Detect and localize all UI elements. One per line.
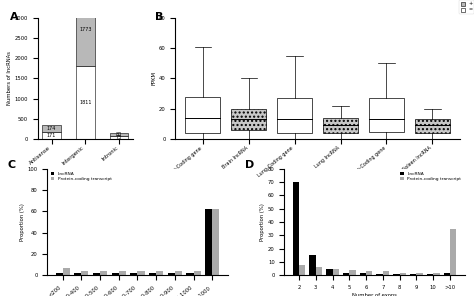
Bar [42, 132, 61, 139]
Bar [366, 271, 373, 275]
Bar [149, 273, 156, 275]
Bar [343, 273, 349, 275]
Bar [277, 98, 312, 133]
Bar [119, 271, 126, 275]
Bar [231, 109, 266, 130]
Bar [137, 271, 145, 275]
Bar [400, 273, 406, 275]
Bar [76, 0, 95, 66]
Bar [185, 96, 220, 133]
Bar [415, 119, 450, 133]
Bar [416, 273, 423, 275]
Bar [349, 270, 356, 275]
Y-axis label: Proportion (%): Proportion (%) [20, 203, 25, 241]
Text: 1773: 1773 [79, 28, 91, 33]
Y-axis label: Proportion (%): Proportion (%) [260, 203, 265, 241]
Text: 171: 171 [47, 133, 56, 138]
Bar [100, 271, 107, 275]
Bar [326, 269, 333, 275]
Bar [186, 273, 193, 275]
Bar [323, 118, 358, 133]
Bar [112, 273, 119, 275]
Bar [42, 125, 61, 132]
Bar [74, 273, 82, 275]
Bar [333, 269, 339, 275]
Text: 174: 174 [47, 126, 56, 131]
Y-axis label: FPKM: FPKM [151, 71, 156, 86]
Bar [130, 273, 137, 275]
Legend: LncRNA, Protein-coding transcript: LncRNA, Protein-coding transcript [400, 171, 462, 182]
Bar [175, 271, 182, 275]
Text: 80: 80 [116, 132, 122, 137]
X-axis label: Number of exons: Number of exons [352, 293, 397, 296]
Bar [292, 182, 299, 275]
Bar [193, 271, 201, 275]
Bar [444, 273, 450, 275]
Bar [450, 229, 456, 275]
Bar [383, 271, 389, 275]
Bar [63, 268, 70, 275]
Bar [369, 98, 404, 131]
Bar [110, 136, 128, 139]
Bar [299, 265, 305, 275]
Text: A: A [9, 12, 18, 22]
Bar [427, 274, 433, 275]
Bar [110, 133, 128, 136]
Bar [76, 66, 95, 139]
Bar [55, 273, 63, 275]
Bar [82, 271, 89, 275]
Text: B: B [155, 12, 164, 22]
Bar [376, 274, 383, 275]
Legend: +, =: +, = [459, 0, 474, 14]
Bar [93, 273, 100, 275]
Bar [156, 271, 163, 275]
Bar [212, 209, 219, 275]
Bar [316, 267, 322, 275]
Legend: LncRNA, Protein-coding transcript: LncRNA, Protein-coding transcript [50, 171, 112, 182]
Text: D: D [245, 160, 254, 170]
Bar [410, 274, 416, 275]
Y-axis label: Numbers of lncRNAs: Numbers of lncRNAs [7, 52, 12, 105]
Bar [433, 273, 439, 275]
Bar [393, 274, 400, 275]
Bar [205, 209, 212, 275]
Text: 73: 73 [116, 135, 122, 140]
Text: C: C [8, 160, 16, 170]
Bar [310, 255, 316, 275]
Bar [360, 273, 366, 275]
Bar [168, 273, 175, 275]
Text: 1811: 1811 [79, 100, 91, 105]
